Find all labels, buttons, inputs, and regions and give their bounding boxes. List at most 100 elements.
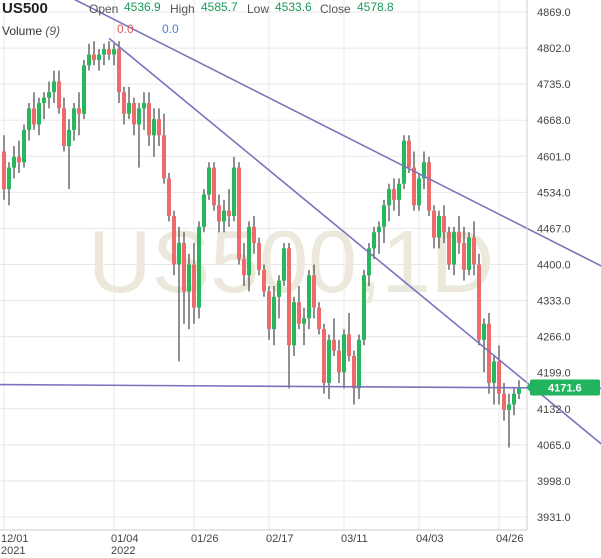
candle[interactable] <box>32 92 36 130</box>
candle[interactable] <box>187 253 191 330</box>
candle[interactable] <box>412 151 416 211</box>
candle[interactable] <box>217 194 221 233</box>
candle[interactable] <box>102 43 106 66</box>
candle[interactable] <box>177 226 181 362</box>
candle[interactable] <box>157 108 161 147</box>
candle[interactable] <box>357 334 361 400</box>
candle[interactable] <box>127 86 131 120</box>
candle[interactable] <box>327 334 331 400</box>
candle[interactable] <box>492 356 496 405</box>
candle[interactable] <box>172 210 176 276</box>
candle[interactable] <box>517 380 521 400</box>
candle[interactable] <box>297 286 301 330</box>
candle[interactable] <box>402 135 406 190</box>
candle[interactable] <box>167 172 171 222</box>
candle[interactable] <box>307 269 311 330</box>
candle[interactable] <box>337 339 341 383</box>
candle[interactable] <box>72 102 76 141</box>
candle[interactable] <box>282 242 286 287</box>
candle[interactable] <box>192 242 196 324</box>
candle[interactable] <box>237 162 241 265</box>
candle[interactable] <box>247 221 251 292</box>
candle[interactable] <box>437 210 441 249</box>
candle[interactable] <box>512 388 516 416</box>
candle[interactable] <box>487 312 491 394</box>
candle[interactable] <box>427 156 431 217</box>
candle[interactable] <box>232 156 236 222</box>
candle[interactable] <box>367 242 371 287</box>
candle[interactable] <box>212 162 216 211</box>
candle[interactable] <box>267 286 271 340</box>
candle[interactable] <box>497 345 501 405</box>
candle[interactable] <box>257 237 261 276</box>
candle[interactable] <box>342 329 346 389</box>
candle[interactable] <box>132 97 136 136</box>
volume-indicator-label[interactable]: Volume (9) <box>2 24 60 38</box>
candle[interactable] <box>162 113 166 184</box>
candle[interactable] <box>22 124 26 168</box>
candle[interactable] <box>462 226 466 281</box>
candle[interactable] <box>372 226 376 260</box>
candle[interactable] <box>442 205 446 243</box>
candle[interactable] <box>122 86 126 125</box>
candle[interactable] <box>397 178 401 217</box>
candle[interactable] <box>287 242 291 389</box>
candle[interactable] <box>277 275 281 319</box>
trendline[interactable] <box>0 383 601 390</box>
candle[interactable] <box>77 92 81 136</box>
candle[interactable] <box>37 97 41 136</box>
candle[interactable] <box>97 49 101 71</box>
candle[interactable] <box>142 92 146 130</box>
candle[interactable] <box>407 135 411 173</box>
candle[interactable] <box>472 221 476 276</box>
candle[interactable] <box>112 43 116 66</box>
candle[interactable] <box>272 286 276 346</box>
candle[interactable] <box>152 108 156 157</box>
candle[interactable] <box>202 189 206 233</box>
candle[interactable] <box>182 232 186 324</box>
candle[interactable] <box>457 216 461 254</box>
candle[interactable] <box>382 199 386 243</box>
candle[interactable] <box>207 162 211 200</box>
candle[interactable] <box>312 264 316 319</box>
candle[interactable] <box>47 81 51 109</box>
candle[interactable] <box>422 151 426 190</box>
candle[interactable] <box>482 318 486 373</box>
candle[interactable] <box>447 226 451 270</box>
candle[interactable] <box>477 253 481 346</box>
candle[interactable] <box>292 296 296 357</box>
candle[interactable] <box>222 199 226 233</box>
trendline[interactable] <box>0 0 601 270</box>
candle[interactable] <box>502 382 506 421</box>
candle[interactable] <box>87 43 91 71</box>
candle[interactable] <box>362 269 366 346</box>
candle[interactable] <box>62 97 66 152</box>
candle[interactable] <box>347 312 351 362</box>
candle[interactable] <box>302 307 306 346</box>
candle[interactable] <box>417 172 421 211</box>
candle[interactable] <box>227 189 231 227</box>
candle[interactable] <box>12 146 16 179</box>
candle[interactable] <box>42 92 46 120</box>
candle[interactable] <box>7 162 11 206</box>
candle[interactable] <box>467 232 471 276</box>
candle[interactable] <box>197 221 201 319</box>
candle[interactable] <box>332 318 336 357</box>
candle[interactable] <box>67 119 71 190</box>
candle[interactable] <box>352 350 356 405</box>
candle[interactable] <box>52 70 56 103</box>
candle[interactable] <box>92 41 96 66</box>
candle[interactable] <box>27 102 31 141</box>
candle[interactable] <box>317 302 321 335</box>
candle[interactable] <box>107 41 111 60</box>
candle[interactable] <box>57 70 61 114</box>
candle[interactable] <box>82 59 86 120</box>
candle[interactable] <box>322 323 326 394</box>
candle[interactable] <box>262 264 266 297</box>
candle[interactable] <box>137 102 141 168</box>
candle[interactable] <box>432 205 436 249</box>
candle[interactable] <box>392 178 396 211</box>
candle[interactable] <box>252 216 256 254</box>
candle[interactable] <box>452 226 456 276</box>
